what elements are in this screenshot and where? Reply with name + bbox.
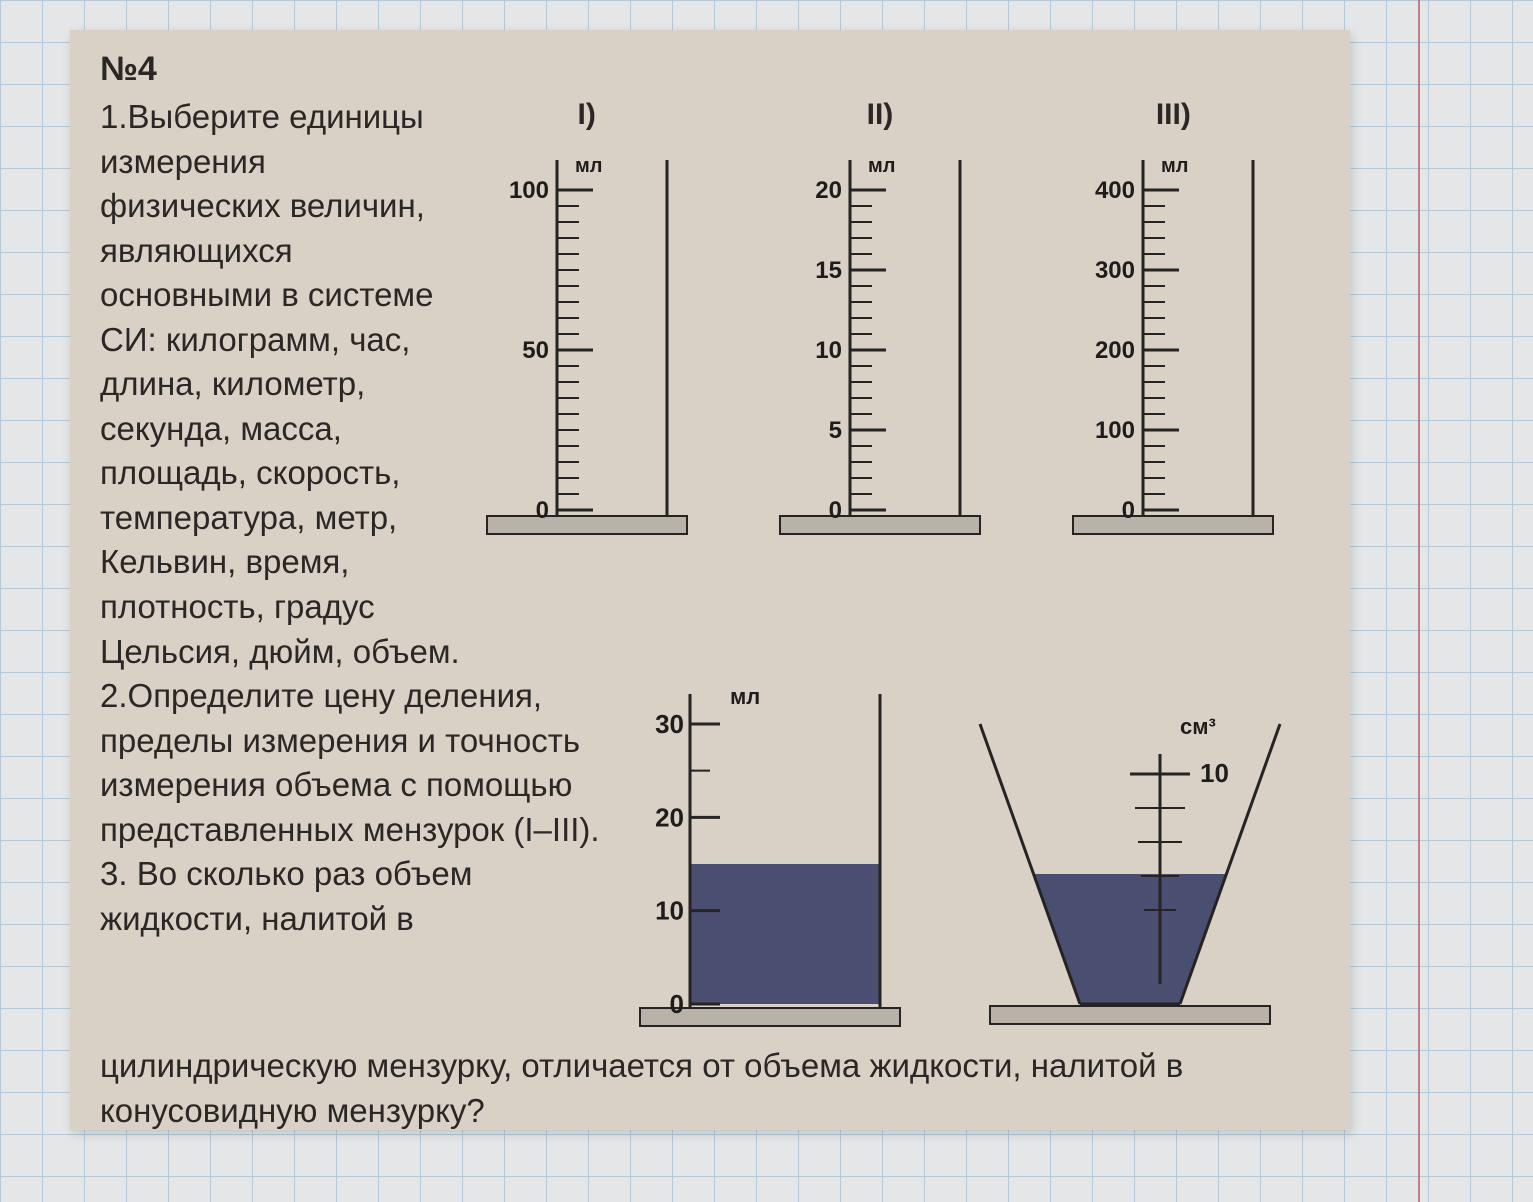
- svg-text:200: 200: [1095, 337, 1135, 364]
- worksheet-sheet: №4 1.Выберите единицы измерения физическ…: [70, 30, 1350, 1130]
- cylinder-III-label: III): [1156, 95, 1191, 136]
- beaker-figure: мл 0 10 20 30: [620, 684, 920, 1044]
- beaker-svg: мл 0 10 20 30: [620, 684, 920, 1044]
- question-2: 2.Определите цену деления, пределы измер…: [100, 674, 620, 852]
- question-1-left-column: 1.Выберите единицы измерения физических …: [100, 95, 440, 630]
- liquid-figures-row: мл 0 10 20 30 см³ 10: [600, 684, 1320, 1044]
- svg-text:10: 10: [655, 896, 684, 926]
- svg-text:5: 5: [829, 417, 842, 444]
- svg-text:20: 20: [815, 177, 842, 204]
- cylinder-III-svg: мл 0 100 200 300 400: [1063, 140, 1283, 560]
- cylinder-figures-row: I) мл 0 50 100 II) мл 0 5 10 15 20 III) мл 0 100 20…: [440, 95, 1320, 560]
- question-3a: 3. Во сколько раз объем жидкости, налито…: [100, 852, 620, 941]
- cone-figure: см³ 10: [960, 684, 1300, 1044]
- cylinder-I-label: I): [577, 95, 595, 136]
- svg-text:100: 100: [1095, 417, 1135, 444]
- svg-text:10: 10: [815, 337, 842, 364]
- svg-text:0: 0: [535, 497, 548, 524]
- cylinder-II-svg: мл 0 5 10 15 20: [770, 140, 990, 560]
- cylinder-I: I) мл 0 50 100: [477, 95, 697, 560]
- svg-text:см³: см³: [1180, 714, 1216, 739]
- svg-text:400: 400: [1095, 177, 1135, 204]
- svg-text:10: 10: [1200, 758, 1229, 788]
- question-1-tail: Цельсия, дюйм, объем.: [100, 630, 1320, 675]
- svg-text:0: 0: [670, 989, 684, 1019]
- svg-text:0: 0: [829, 497, 842, 524]
- svg-text:20: 20: [655, 802, 684, 832]
- svg-text:мл: мл: [730, 684, 760, 709]
- svg-text:мл: мл: [1161, 155, 1189, 177]
- cylinder-II: II) мл 0 5 10 15 20: [770, 95, 990, 560]
- svg-text:30: 30: [655, 709, 684, 739]
- svg-text:мл: мл: [868, 155, 896, 177]
- svg-text:300: 300: [1095, 257, 1135, 284]
- svg-text:50: 50: [522, 337, 549, 364]
- svg-text:100: 100: [509, 177, 549, 204]
- problem-number: №4: [100, 50, 1320, 89]
- svg-text:15: 15: [815, 257, 842, 284]
- cylinder-II-label: II): [867, 95, 894, 136]
- svg-text:0: 0: [1122, 497, 1135, 524]
- cylinder-III: III) мл 0 100 200 300 400: [1063, 95, 1283, 560]
- cone-svg: см³ 10: [960, 684, 1300, 1044]
- notebook-margin-line: [1418, 0, 1420, 1202]
- question-3b: цилиндрическую мензурку, отличается от о…: [100, 1044, 1320, 1133]
- cylinder-I-svg: мл 0 50 100: [477, 140, 697, 560]
- svg-text:мл: мл: [575, 155, 603, 177]
